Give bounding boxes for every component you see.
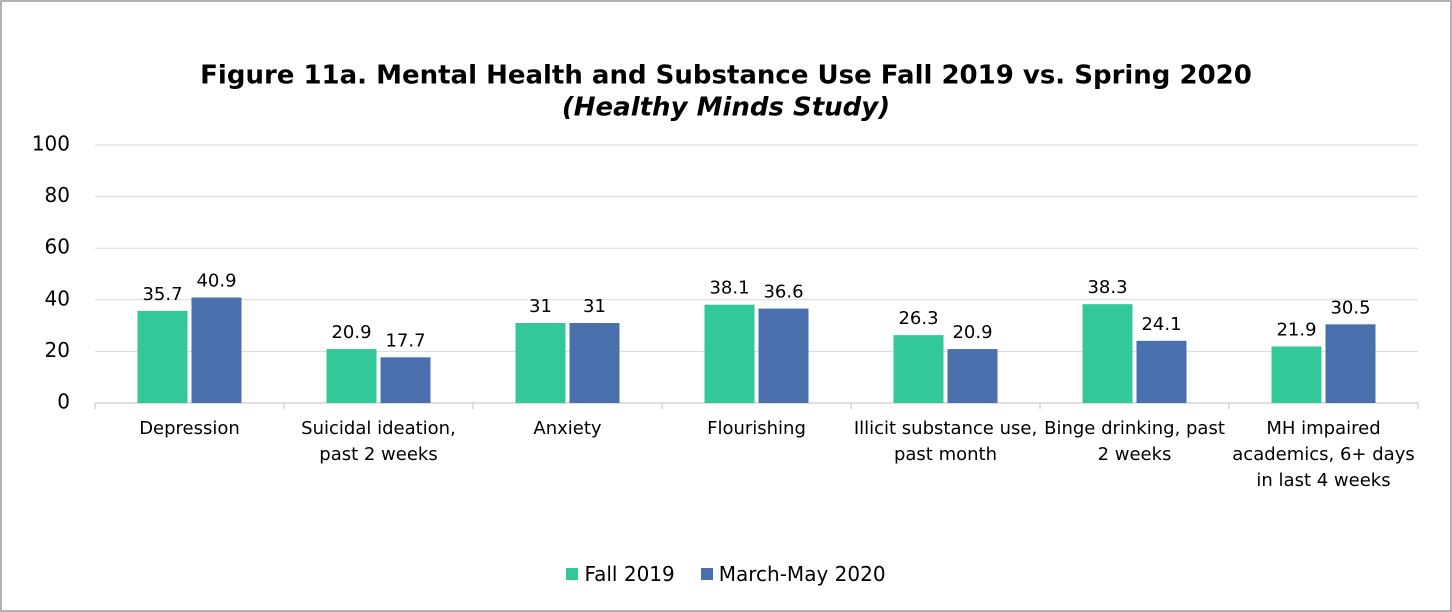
x-tick-label: Illicit substance use, past month bbox=[853, 418, 1038, 465]
bar bbox=[893, 335, 944, 403]
bar bbox=[569, 323, 620, 403]
x-tick-label: Anxiety bbox=[533, 418, 602, 439]
value-label: 31 bbox=[583, 296, 606, 317]
value-label: 30.5 bbox=[1330, 297, 1370, 318]
bar bbox=[758, 308, 809, 403]
value-label: 38.1 bbox=[709, 278, 749, 299]
x-tick-label: Binge drinking, past 2 weeks bbox=[1044, 418, 1225, 465]
value-label: 24.1 bbox=[1141, 314, 1181, 335]
x-tick-label: Depression bbox=[139, 418, 240, 439]
value-label: 26.3 bbox=[898, 308, 938, 329]
y-tick-label: 0 bbox=[57, 390, 70, 414]
bar bbox=[1271, 346, 1322, 403]
y-tick-label: 20 bbox=[45, 338, 70, 362]
bar bbox=[947, 349, 998, 403]
value-label: 35.7 bbox=[142, 284, 182, 305]
value-label: 20.9 bbox=[952, 322, 992, 343]
bar bbox=[191, 297, 242, 403]
y-tick-label: 40 bbox=[45, 286, 70, 310]
value-label: 21.9 bbox=[1276, 319, 1316, 340]
value-label: 17.7 bbox=[385, 330, 425, 351]
x-tick-label: MH impaired academics, 6+ days in last 4… bbox=[1232, 418, 1415, 491]
value-label: 40.9 bbox=[196, 270, 236, 291]
legend-label: March-May 2020 bbox=[718, 562, 886, 586]
x-tick-label: Flourishing bbox=[707, 418, 806, 439]
bar bbox=[704, 304, 755, 403]
bar bbox=[326, 349, 377, 403]
chart-title: Figure 11a. Mental Health and Substance … bbox=[200, 61, 1252, 91]
value-label: 20.9 bbox=[331, 322, 371, 343]
bar bbox=[137, 310, 188, 403]
legend-label: Fall 2019 bbox=[584, 562, 675, 586]
value-label: 31 bbox=[529, 296, 552, 317]
legend-item: March-May 2020 bbox=[700, 562, 886, 586]
y-tick-label: 80 bbox=[45, 183, 70, 207]
value-label: 38.3 bbox=[1087, 277, 1127, 298]
legend-swatch bbox=[566, 568, 579, 580]
bar bbox=[380, 357, 431, 403]
y-tick-label: 60 bbox=[45, 235, 70, 259]
y-tick-label: 100 bbox=[32, 132, 70, 156]
legend-item: Fall 2019 bbox=[566, 562, 675, 586]
bar bbox=[1082, 304, 1133, 403]
chart-subtitle: (Healthy Minds Study) bbox=[562, 93, 890, 123]
value-label: 36.6 bbox=[763, 282, 803, 303]
bar bbox=[1136, 340, 1187, 403]
bar bbox=[515, 323, 566, 403]
legend: Fall 2019 March-May 2020 bbox=[0, 562, 1452, 586]
bar bbox=[1325, 324, 1376, 403]
x-tick-label: Suicidal ideation, past 2 weeks bbox=[301, 418, 456, 465]
legend-swatch bbox=[700, 568, 713, 580]
